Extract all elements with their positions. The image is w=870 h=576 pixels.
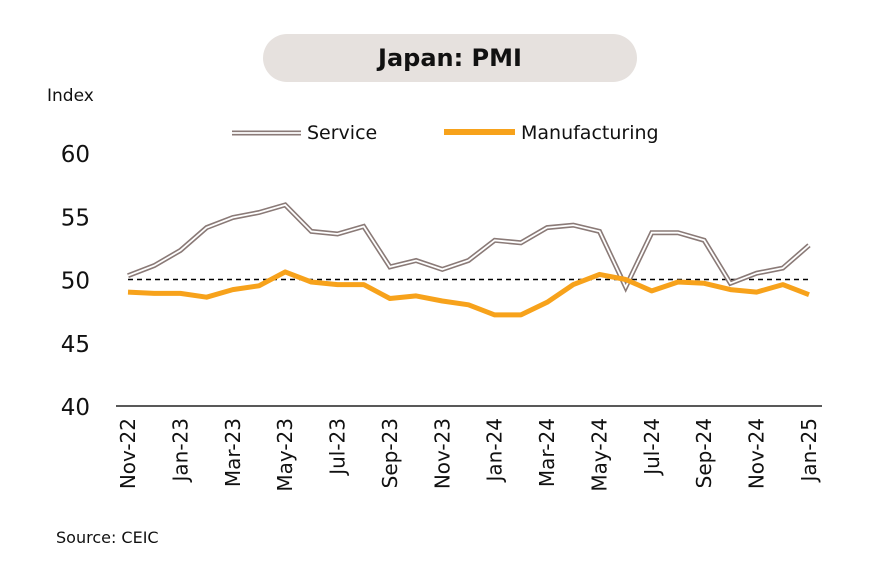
x-tick-label: May-23: [273, 418, 297, 492]
x-tick-label: Mar-23: [221, 418, 245, 487]
x-tick-label: Jul-23: [326, 418, 350, 477]
series-line-service-inner: [127, 203, 810, 290]
x-tick-label: Sep-24: [692, 418, 716, 488]
y-tick-label: 40: [61, 395, 90, 421]
x-tick-label: Jul-24: [640, 418, 664, 477]
y-axis-label: Index: [47, 86, 94, 106]
y-tick-label: 55: [61, 205, 90, 231]
x-tick-label: Jan-25: [797, 418, 821, 484]
chart-title: Japan: PMI: [378, 44, 522, 72]
chart-title-pill: Japan: PMI: [263, 34, 637, 82]
series-line-manufacturing: [127, 269, 810, 318]
x-tick-label: May-24: [587, 418, 611, 492]
y-tick-label: 45: [61, 332, 90, 358]
x-tick-label: Mar-24: [535, 418, 559, 487]
x-tick-label: Nov-23: [430, 418, 454, 489]
legend-label-service: Service: [307, 122, 377, 144]
legend-label-manufacturing: Manufacturing: [521, 122, 659, 144]
x-tick-label: Nov-24: [745, 418, 769, 489]
y-tick-label: 60: [61, 142, 90, 168]
x-tick-label: Jan-23: [168, 418, 192, 484]
x-tick-label: Nov-22: [116, 418, 140, 489]
source-note: Source: CEIC: [56, 528, 159, 547]
x-tick-label: Sep-23: [378, 418, 402, 488]
y-tick-label: 50: [61, 269, 90, 295]
x-tick-label: Jan-24: [483, 418, 507, 484]
